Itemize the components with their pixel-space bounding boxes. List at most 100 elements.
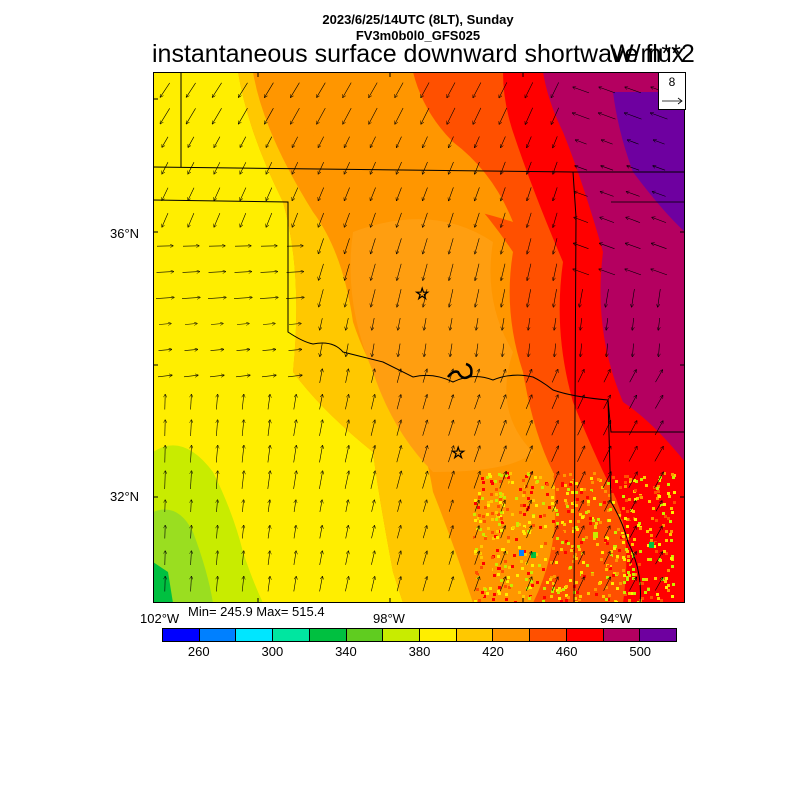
speckle bbox=[665, 530, 668, 533]
speckle bbox=[490, 500, 493, 503]
speckle bbox=[626, 525, 629, 528]
speckle bbox=[581, 516, 584, 519]
speckle bbox=[543, 596, 546, 599]
wind-arrow bbox=[370, 187, 376, 201]
wind-arrow bbox=[293, 471, 297, 489]
wind-arrow bbox=[475, 263, 480, 281]
speckle bbox=[606, 537, 609, 540]
colorbar-label: 340 bbox=[335, 644, 357, 659]
speckle bbox=[638, 563, 641, 566]
speckle bbox=[482, 515, 485, 518]
speckle bbox=[590, 489, 593, 492]
speckle bbox=[622, 535, 625, 538]
speckle bbox=[522, 479, 525, 482]
speckle bbox=[667, 492, 670, 495]
speckle bbox=[497, 573, 500, 576]
speckle bbox=[623, 591, 626, 594]
speckle bbox=[529, 528, 532, 531]
speckle bbox=[474, 499, 477, 502]
speckle bbox=[621, 532, 624, 535]
speckle bbox=[499, 501, 502, 504]
speckle bbox=[587, 503, 590, 506]
wind-arrow bbox=[501, 289, 506, 307]
wind-arrow bbox=[448, 526, 453, 539]
speckle bbox=[598, 582, 601, 585]
wind-arrow bbox=[397, 187, 402, 201]
wind-arrow bbox=[599, 269, 616, 276]
wind-arrow bbox=[291, 82, 300, 98]
speckle bbox=[663, 550, 666, 553]
wind-arrow bbox=[423, 289, 428, 307]
speckle bbox=[564, 551, 567, 554]
speckle bbox=[555, 509, 558, 512]
wind-arrow bbox=[371, 369, 374, 383]
speckle bbox=[509, 472, 512, 475]
speckle bbox=[483, 595, 486, 598]
wind-arrow bbox=[449, 136, 454, 148]
speckle bbox=[597, 518, 600, 521]
speckle bbox=[501, 521, 504, 524]
wind-arrow bbox=[162, 212, 169, 227]
speckle bbox=[558, 587, 561, 590]
speckle bbox=[556, 589, 559, 592]
wind-arrow bbox=[398, 318, 401, 330]
wind-arrow bbox=[191, 577, 192, 592]
wind-arrow bbox=[424, 343, 427, 357]
speckle bbox=[521, 567, 524, 570]
speckle bbox=[592, 519, 595, 522]
speckle bbox=[491, 518, 494, 521]
speckle bbox=[628, 574, 631, 577]
wind-arrow bbox=[319, 500, 322, 512]
speckle bbox=[658, 558, 661, 561]
wind-arrow bbox=[421, 82, 430, 98]
speckle bbox=[672, 476, 675, 479]
wind-arrow bbox=[625, 269, 642, 276]
wind-arrow bbox=[285, 297, 304, 298]
speckle bbox=[660, 504, 663, 507]
speckle bbox=[500, 474, 503, 477]
speckle bbox=[552, 520, 555, 523]
wind-arrow bbox=[422, 577, 427, 592]
colorbar bbox=[162, 628, 677, 642]
speckle bbox=[639, 550, 642, 553]
wind-arrow bbox=[397, 212, 402, 227]
speckle bbox=[627, 571, 630, 574]
speckle bbox=[569, 483, 572, 486]
colorbar-segment bbox=[456, 629, 494, 641]
speckle bbox=[670, 530, 673, 533]
wind-arrow bbox=[551, 107, 559, 124]
speckle bbox=[489, 593, 492, 596]
speckle bbox=[656, 593, 659, 596]
speckle bbox=[673, 474, 676, 477]
speckle bbox=[507, 540, 510, 543]
wind-arrow bbox=[449, 238, 454, 253]
speckle bbox=[476, 573, 479, 576]
speckle bbox=[481, 591, 484, 594]
speckle bbox=[525, 547, 528, 550]
wind-arrow bbox=[262, 324, 275, 325]
speckle bbox=[563, 530, 566, 533]
speckle bbox=[629, 503, 632, 506]
wind-arrow bbox=[318, 187, 324, 201]
wind-arrow bbox=[629, 501, 636, 512]
fill-420-band bbox=[238, 72, 473, 603]
speckle bbox=[546, 581, 549, 584]
speckle bbox=[536, 480, 539, 483]
wind-arrow bbox=[346, 318, 349, 330]
speckle bbox=[474, 502, 477, 505]
speckle bbox=[653, 545, 656, 548]
speckle bbox=[571, 545, 574, 548]
speckle bbox=[529, 586, 532, 589]
speckle bbox=[621, 516, 624, 519]
wind-arrow bbox=[345, 526, 349, 539]
wind-arrow bbox=[475, 187, 480, 200]
speckle bbox=[631, 552, 634, 555]
wind-reference-value: 8 bbox=[668, 75, 676, 89]
speckle bbox=[599, 479, 602, 482]
wind-arrow bbox=[396, 471, 402, 489]
wind-arrow bbox=[267, 446, 270, 463]
speckle bbox=[531, 486, 534, 489]
wind-arrow bbox=[293, 526, 296, 539]
speckle bbox=[611, 582, 614, 585]
speckle bbox=[543, 514, 546, 517]
